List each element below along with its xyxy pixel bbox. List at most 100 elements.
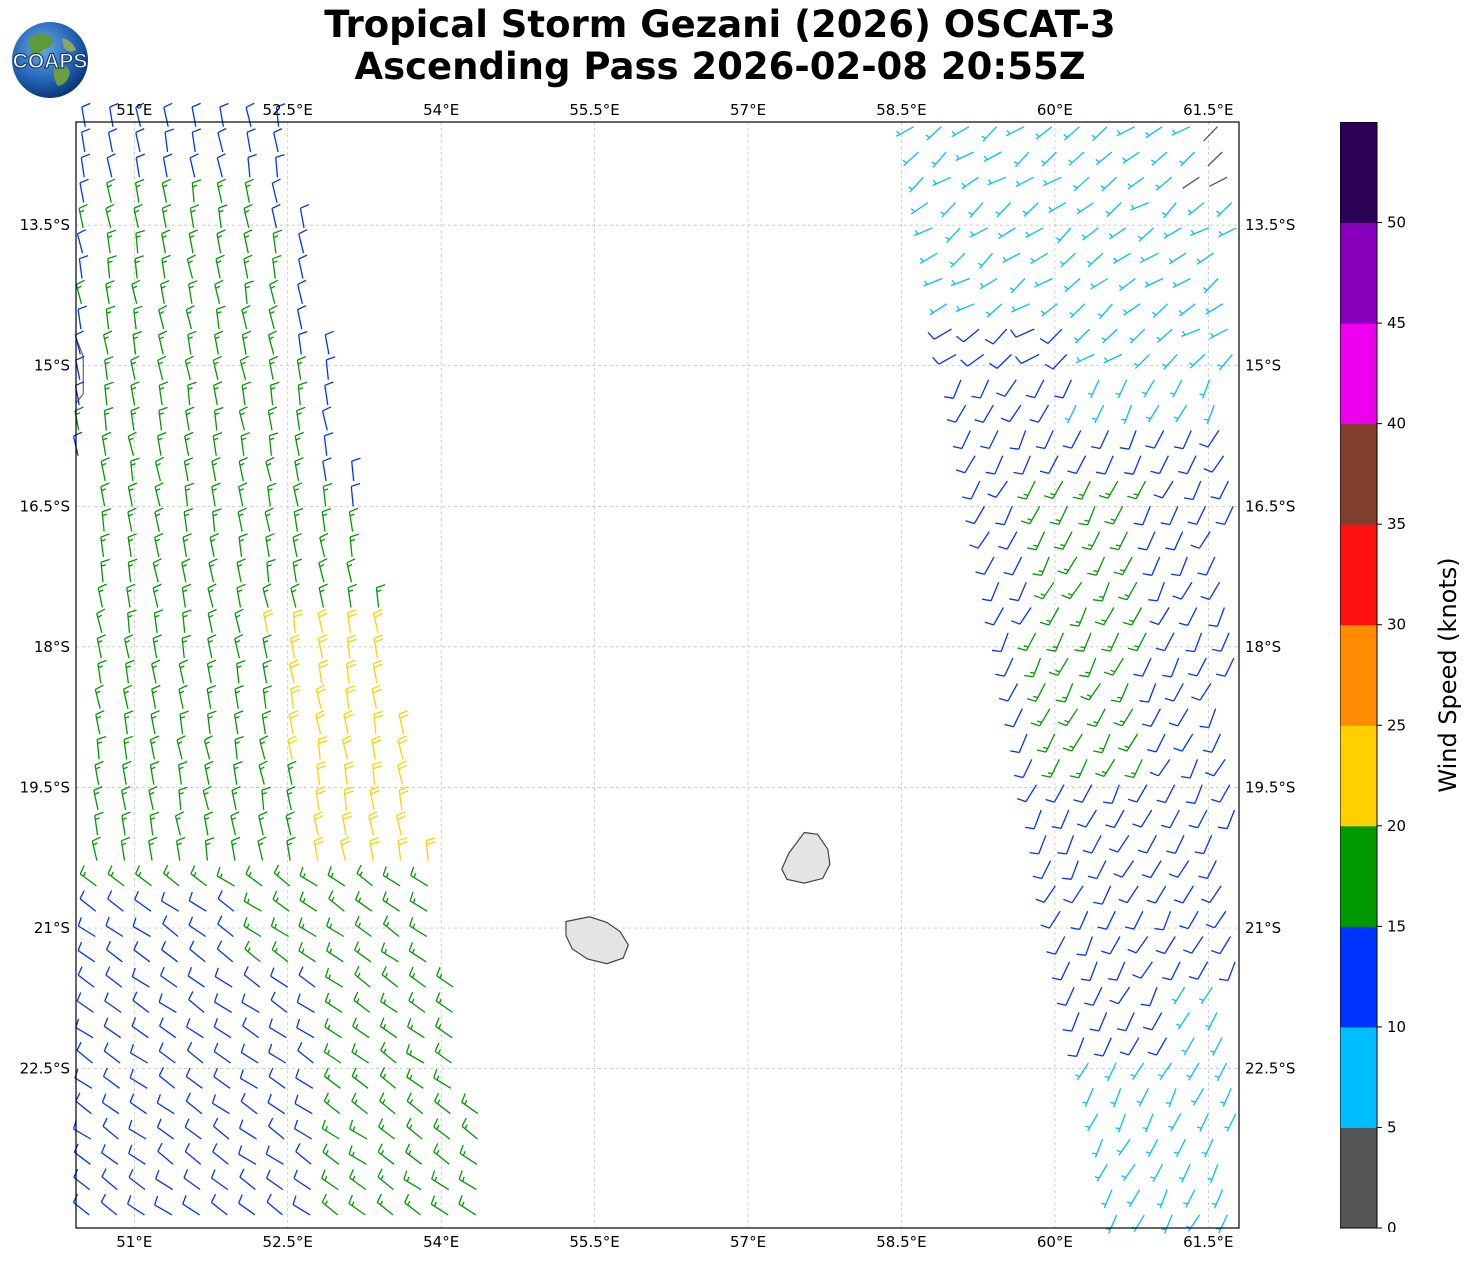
wind-barb — [998, 227, 1016, 239]
wind-barb — [1165, 1088, 1177, 1108]
wind-barb — [1179, 910, 1199, 930]
wind-barb — [203, 735, 213, 760]
wind-barb — [950, 277, 970, 287]
wind-barb — [1162, 961, 1181, 981]
wind-barb — [1118, 277, 1136, 292]
logo-text: COAPS — [13, 50, 88, 73]
wind-barb — [188, 916, 207, 938]
wind-barb — [215, 305, 226, 330]
wind-barb — [109, 102, 119, 127]
wind-barb — [1211, 784, 1231, 803]
wind-barb — [1130, 201, 1150, 211]
wind-barb — [286, 785, 296, 811]
wind-barb — [1127, 632, 1147, 652]
wind-barb — [127, 482, 138, 507]
wind-barb — [191, 128, 202, 153]
colorbar-tick-label: 50 — [1387, 214, 1406, 232]
colorbar-block-0 — [1340, 1127, 1377, 1229]
bottom-lon-tick-label: 51°E — [116, 1233, 152, 1251]
wind-barb — [461, 1093, 479, 1115]
wind-barb — [135, 153, 145, 178]
wind-barb — [1127, 784, 1148, 803]
wind-barb — [101, 431, 112, 456]
wind-barb — [100, 1193, 118, 1216]
wind-barb — [296, 993, 315, 1013]
gridlines — [76, 122, 1239, 1228]
wind-barb — [1095, 455, 1114, 475]
wind-barb — [398, 786, 409, 811]
wind-barb — [263, 608, 274, 633]
wind-barb — [164, 128, 175, 153]
wind-barb — [324, 1018, 342, 1039]
wind-barb — [211, 1094, 230, 1115]
wind-barb — [243, 203, 253, 229]
wind-barb — [895, 126, 915, 137]
wind-barb — [319, 532, 329, 558]
wind-barb — [150, 710, 160, 735]
wind-barb — [1199, 708, 1217, 729]
madagascar-coast — [75, 337, 84, 404]
wind-barb — [80, 128, 91, 153]
wind-barb — [1168, 252, 1187, 265]
wind-barb — [240, 1043, 259, 1064]
wind-barb — [955, 303, 975, 313]
wind-barb — [261, 786, 271, 811]
wind-barb — [1081, 227, 1099, 241]
wind-barb — [216, 940, 234, 963]
wind-barb — [213, 330, 224, 355]
wind-barb — [1014, 353, 1040, 365]
wind-barb — [158, 381, 169, 406]
wind-barb — [128, 1168, 146, 1191]
colorbar-tick-label: 40 — [1387, 415, 1406, 433]
wind-barb — [160, 966, 178, 988]
wind-barb — [244, 178, 254, 203]
wind-barb — [1039, 455, 1059, 475]
wind-barb — [216, 153, 226, 178]
right-lat-tick-label: 22.5°S — [1245, 1060, 1295, 1078]
top-lon-tick-label: 58.5°E — [876, 101, 926, 119]
wind-barb — [1075, 353, 1095, 364]
wind-barb — [461, 1117, 478, 1140]
wind-barb — [1205, 1012, 1218, 1031]
wind-barb — [185, 1092, 203, 1115]
wind-barb — [107, 865, 125, 887]
wind-barb — [289, 634, 301, 659]
wind-barb — [983, 151, 1002, 163]
wind-barb — [131, 279, 141, 304]
wind-barb — [1149, 759, 1171, 777]
wind-barb — [134, 255, 144, 279]
wind-barb — [1093, 733, 1111, 754]
wind-barb — [184, 1143, 202, 1165]
bottom-lon-tick-label: 52.5°E — [263, 1233, 313, 1251]
wind-barb — [1188, 809, 1208, 829]
bottom-lon-tick-label: 57°E — [730, 1233, 766, 1251]
wind-barb — [288, 710, 299, 735]
wind-barb — [1140, 986, 1158, 1007]
wind-barb — [257, 836, 267, 861]
wind-barb — [1094, 607, 1115, 626]
wind-barb — [985, 303, 1003, 318]
wind-barb — [377, 1168, 394, 1191]
wind-barb — [323, 1043, 342, 1064]
wind-barb — [1116, 1138, 1131, 1156]
wind-barb — [1142, 1113, 1154, 1133]
wind-barb — [1150, 1163, 1164, 1183]
wind-barb — [100, 457, 110, 482]
wind-barb — [290, 583, 300, 608]
wind-barb — [1069, 759, 1088, 779]
top-lon-tick-label: 57°E — [730, 101, 766, 119]
wind-barb — [157, 1142, 174, 1165]
wind-barb — [346, 634, 357, 659]
wind-barb — [132, 330, 143, 355]
wind-barb — [977, 252, 994, 269]
wind-barb — [265, 1145, 284, 1165]
wind-barb — [1161, 202, 1177, 219]
wind-barb — [1166, 835, 1185, 854]
wind-barb — [1073, 784, 1093, 803]
wind-barb — [1097, 303, 1113, 320]
wind-barb — [184, 355, 194, 380]
wind-barb — [293, 1119, 313, 1140]
wind-barb — [1067, 455, 1087, 475]
wind-barb — [372, 659, 383, 684]
mauritius-island — [781, 831, 831, 884]
